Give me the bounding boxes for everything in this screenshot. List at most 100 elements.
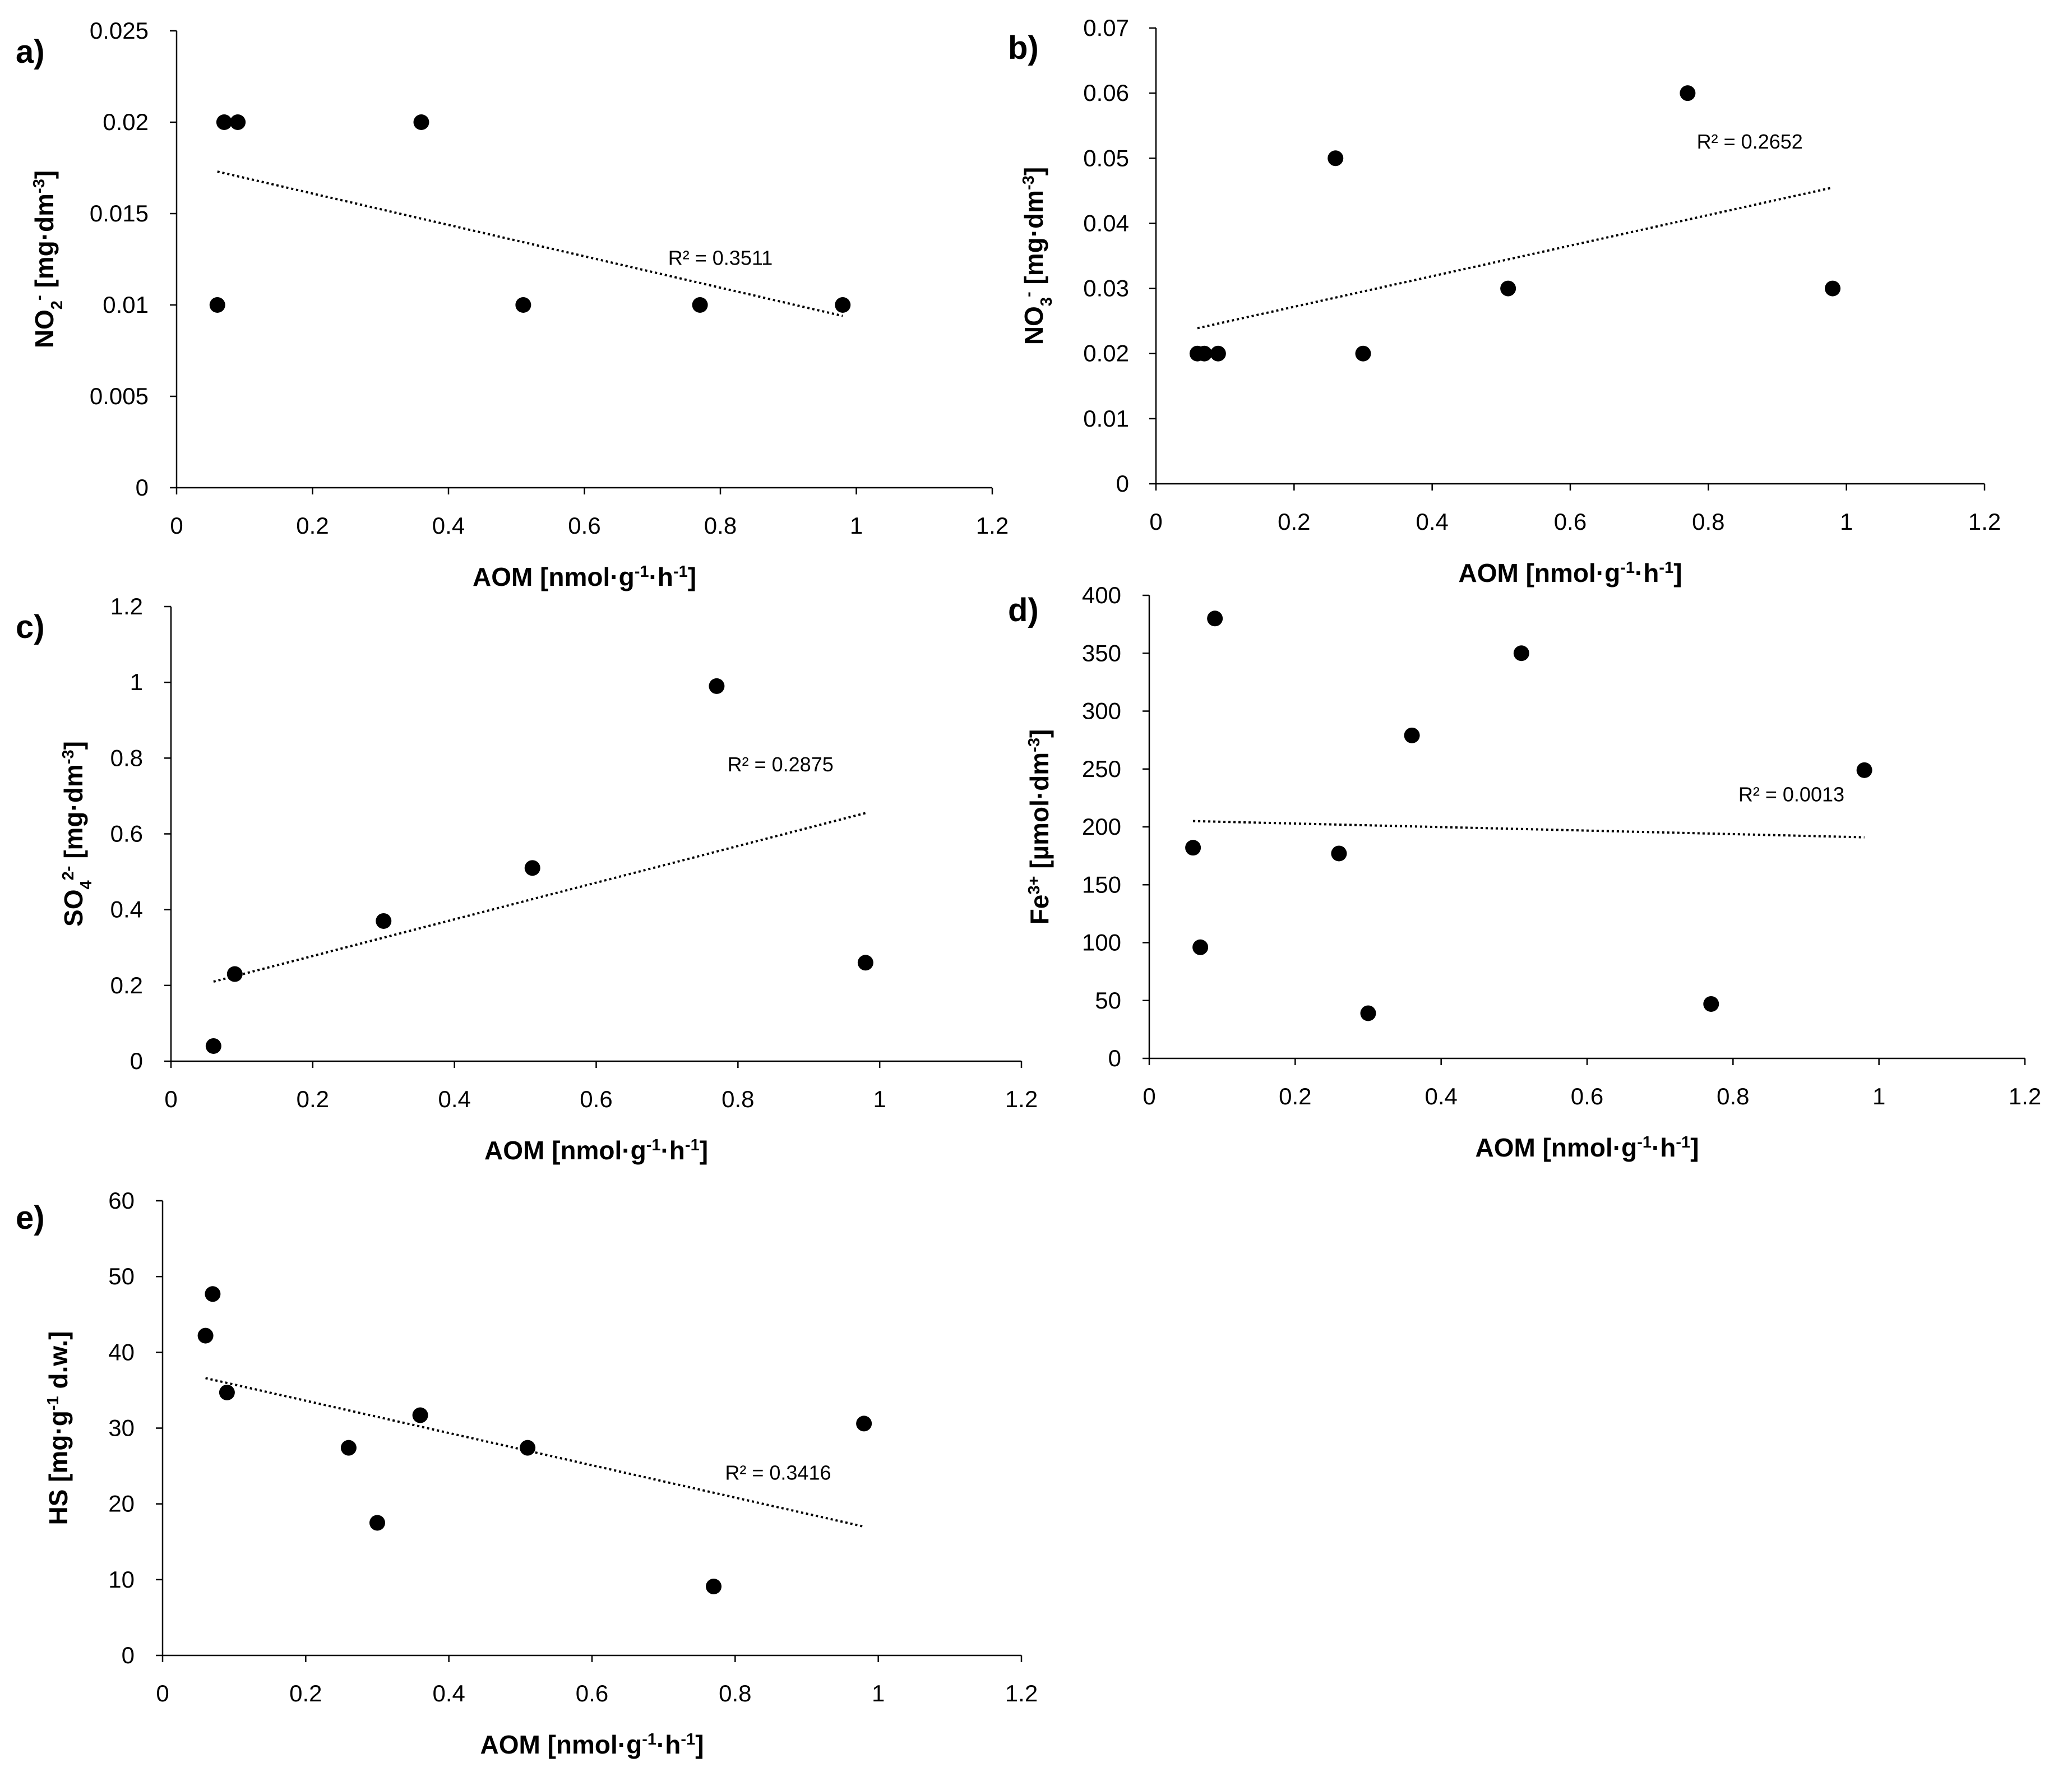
chart-panel-5: e) 0 10 20 30 40 50 60 0 0.2 0.4 0.6 0.8 1 1.2 AOM [nmo… <box>16 1187 1038 1759</box>
data-point <box>1355 345 1371 362</box>
chart-panel-3: c) 0 0.2 0.4 0.6 0.8 1 1.2 0 0.2 0.4 0.6 0.8 1 1.2 AOM … <box>16 593 1038 1165</box>
y-axis-title: SO42- [mg·dm-3] <box>59 741 95 927</box>
data-point <box>219 1384 235 1400</box>
y-tick-label: 50 <box>108 1263 135 1289</box>
data-point <box>1331 845 1347 862</box>
x-axis-title: AOM [nmol·g-1·h-1] <box>480 1730 704 1759</box>
data-point <box>835 297 851 313</box>
y-tick-label: 0 <box>130 1048 143 1074</box>
panel-label: e) <box>16 1200 45 1236</box>
y-tick-label: 0.02 <box>103 109 149 135</box>
x-axis-title: AOM [nmol·g-1·h-1] <box>473 562 696 591</box>
x-tick-label: 0.6 <box>1571 1083 1603 1109</box>
y-tick-label: 200 <box>1082 813 1121 840</box>
data-point <box>216 114 232 130</box>
x-axis-title: AOM [nmol·g-1·h-1] <box>484 1136 708 1165</box>
y-tick-label: 1.2 <box>110 593 143 619</box>
x-tick-label: 0.2 <box>296 512 329 539</box>
y-tick-label: 350 <box>1082 640 1121 666</box>
y-tick-label: 0.03 <box>1083 275 1129 302</box>
y-tick-label: 0.06 <box>1083 80 1129 106</box>
x-tick-label: 0.6 <box>576 1680 608 1706</box>
x-tick-label: 1.2 <box>1005 1086 1038 1112</box>
data-point <box>1360 1005 1376 1021</box>
x-axis-title: AOM [nmol·g-1·h-1] <box>1458 558 1682 588</box>
y-axis-title: NO2- [mg·dm-3] <box>30 170 66 348</box>
panel-label: b) <box>1008 30 1039 66</box>
x-tick-label: 1.2 <box>2009 1083 2041 1109</box>
x-tick-label: 0 <box>1143 1083 1155 1109</box>
x-tick-label: 1.2 <box>1005 1680 1038 1706</box>
y-tick-label: 30 <box>108 1415 135 1441</box>
y-tick-label: 0.8 <box>110 744 143 771</box>
data-point <box>857 955 873 971</box>
r-squared-label: R² = 0.2652 <box>1697 130 1803 153</box>
data-point <box>1196 345 1213 362</box>
y-tick-label: 0 <box>122 1642 135 1668</box>
data-point <box>1404 727 1420 743</box>
data-point <box>1500 280 1516 297</box>
x-tick-label: 1.2 <box>1968 508 2001 535</box>
y-axis-title: Fe3+ [µmol·dm-3] <box>1025 729 1054 925</box>
x-tick-label: 1.2 <box>976 512 1009 539</box>
y-tick-label: 0.015 <box>90 200 149 226</box>
trendline <box>1197 186 1833 330</box>
y-tick-label: 0.05 <box>1083 145 1129 171</box>
y-tick-label: 0.01 <box>103 292 149 318</box>
y-tick-label: 60 <box>108 1187 135 1214</box>
x-tick-label: 0 <box>170 512 183 539</box>
data-point <box>226 966 243 982</box>
y-axis-title: HS [mg·g-1 d.w.] <box>44 1331 73 1525</box>
data-point <box>376 913 392 929</box>
trendline <box>213 812 866 983</box>
data-point <box>1856 762 1872 778</box>
x-tick-label: 0 <box>1149 508 1162 535</box>
data-point <box>1192 939 1209 955</box>
x-tick-label: 0.2 <box>1279 1083 1311 1109</box>
y-tick-label: 0 <box>1108 1045 1121 1071</box>
y-tick-label: 50 <box>1095 987 1121 1014</box>
y-tick-label: 0.02 <box>1083 340 1129 367</box>
y-tick-label: 40 <box>108 1339 135 1365</box>
r-squared-label: R² = 0.0013 <box>1738 783 1844 806</box>
x-tick-label: 1 <box>872 1680 885 1706</box>
y-tick-label: 150 <box>1082 871 1121 898</box>
x-tick-label: 0.8 <box>1692 508 1724 535</box>
data-point <box>515 297 531 313</box>
panel-label: a) <box>16 34 45 70</box>
x-tick-label: 1 <box>850 512 863 539</box>
y-tick-label: 0.07 <box>1083 15 1129 41</box>
trendline <box>205 1377 864 1528</box>
data-point <box>369 1515 385 1531</box>
data-point <box>209 297 225 313</box>
y-tick-label: 0.4 <box>110 896 143 923</box>
y-tick-label: 0.005 <box>90 383 149 409</box>
x-tick-label: 0.4 <box>1416 508 1448 535</box>
r-squared-label: R² = 0.3511 <box>668 246 773 269</box>
data-point <box>1185 840 1201 856</box>
data-point <box>205 1038 221 1054</box>
data-point <box>524 860 540 876</box>
data-point <box>709 678 725 694</box>
y-tick-label: 300 <box>1082 698 1121 724</box>
data-point <box>205 1286 221 1302</box>
chart-panel-2: b) 0 0.01 0.02 0.03 0.04 0.05 0.06 0.07 0 0.2 0.4 0.… <box>1008 15 2001 588</box>
x-tick-label: 1 <box>1872 1083 1885 1109</box>
data-point <box>412 1407 428 1423</box>
y-tick-label: 0.6 <box>110 821 143 847</box>
data-point <box>1513 645 1529 661</box>
y-tick-label: 0.01 <box>1083 405 1129 432</box>
y-axis-title: NO3- [mg·dm-3] <box>1019 167 1056 345</box>
y-tick-label: 0.025 <box>90 17 149 44</box>
x-tick-label: 0.4 <box>432 1680 465 1706</box>
x-tick-label: 0.6 <box>1554 508 1587 535</box>
y-tick-label: 0.2 <box>110 972 143 998</box>
y-tick-label: 400 <box>1082 582 1121 608</box>
x-tick-label: 0.2 <box>1278 508 1310 535</box>
data-point <box>413 114 429 130</box>
x-tick-label: 1 <box>1840 508 1853 535</box>
y-tick-label: 1 <box>130 669 143 695</box>
x-tick-label: 0.8 <box>1717 1083 1749 1109</box>
y-tick-label: 250 <box>1082 756 1121 782</box>
